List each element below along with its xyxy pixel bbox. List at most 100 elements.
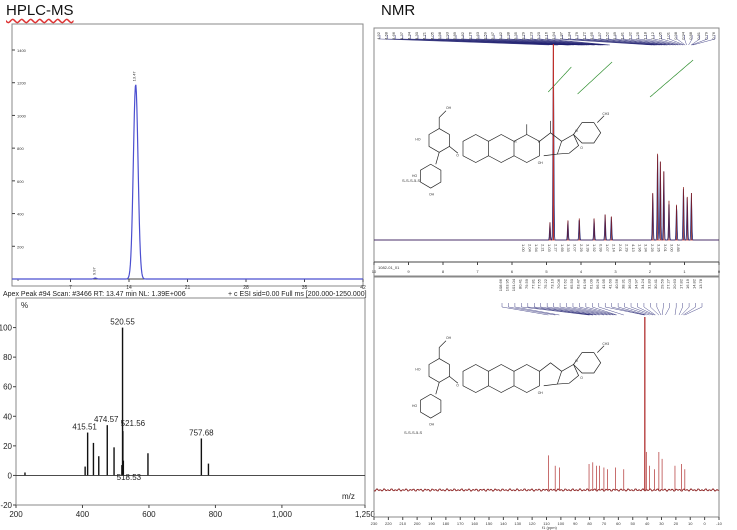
c-x-tick-label: 230 (371, 521, 378, 526)
c-x-tick-label: 30 (659, 521, 664, 526)
hplc-y-tick-label: 1400 (17, 48, 27, 53)
h-peak-connector (494, 35, 600, 46)
c-struct-oh-bottom: OH (429, 423, 435, 427)
h-peak-connector (516, 35, 604, 46)
h-peak-list-label: 1.65 (589, 31, 594, 40)
hplc-trace-line (12, 84, 363, 280)
h-peak-list-label: 3.29 (521, 31, 526, 40)
h-x-tick-label: 5 (545, 269, 548, 274)
ms-y-tick-label: 40 (3, 412, 12, 421)
c-peak-connector (681, 303, 690, 316)
h-peak-connector (463, 35, 588, 46)
ms-x-tick-label: 400 (76, 510, 90, 519)
h-struct-h2: H (538, 140, 541, 144)
c-peak-list-label: 67.62 (563, 278, 568, 289)
ms-header-left: Apex Peak #94 Scan: #3466 RT: 13.47 min … (3, 291, 186, 298)
h-x-tick-label: 4 (580, 269, 583, 274)
h-struct-o1: O (580, 146, 583, 150)
ms-y-tick-label: 20 (3, 442, 12, 451)
h-struct-oh-left: HO (415, 137, 420, 141)
c-peak-list-label: 34.97 (633, 278, 638, 289)
h-trace (374, 43, 719, 241)
h-peak-list-label: 1.25 (635, 31, 640, 40)
h-peak-connector (486, 35, 596, 46)
c-peak-list-label: 34.24 (640, 278, 645, 289)
h-peak-list-label: 4.34 (406, 31, 411, 40)
c-peak-list-label: 16.19 (685, 278, 690, 289)
h-integral-label: 2.21 (540, 244, 545, 253)
sugar-rings (420, 110, 459, 189)
c-peak-connector (553, 303, 600, 316)
c-peak-connector (674, 303, 677, 316)
h-peak-list-label: 3.98 (437, 31, 442, 40)
h-integral-label: 3.01 (663, 244, 668, 253)
h-integral-label: 2.29 (624, 244, 629, 253)
c-x-tick-label: 10 (688, 521, 693, 526)
h-peak-list-label: 1.12 (650, 31, 655, 40)
c-peak-connector (605, 303, 645, 316)
c-x-tick-label: 210 (399, 521, 406, 526)
c-peak-list-label: 101.04 (511, 278, 516, 291)
c-struct-oh-left: HO (415, 367, 420, 371)
mass-spectrum: Apex Peak #94 Scan: #3466 RT: 13.47 min … (0, 291, 376, 519)
c-peak-connector (572, 303, 611, 316)
h-peak-list-label: 4.30 (414, 31, 419, 40)
h-integral-label: 1.92 (592, 244, 597, 253)
c-struct-o2: O (575, 359, 578, 363)
h-peak-list-label: 0.76 (711, 31, 716, 40)
h-peak-connector (661, 35, 683, 46)
h-peak-connector (646, 35, 679, 46)
h-peak-connector (600, 35, 665, 46)
c-x-tick-label: 150 (486, 521, 493, 526)
c-peak-connector (643, 303, 656, 316)
h-peak-connector (379, 35, 550, 46)
h-peak-connector (524, 35, 606, 46)
h-peak-list-label: 0.79 (703, 31, 708, 40)
ms-x-label: m/z (342, 492, 355, 501)
h-struct-oh-bottom: OH (429, 193, 435, 197)
h-peak-list-label: 1.41 (620, 31, 625, 40)
c-peak-list-label: 73.10 (550, 278, 555, 289)
h-peak-list-label: 1.72 (582, 31, 587, 40)
c-peak-connector (546, 303, 597, 316)
c-peak-connector (624, 303, 650, 316)
h-peak-list-label: 0.94 (681, 31, 686, 40)
c-peak-list-label: 41.95 (601, 278, 606, 289)
ms-x-tick-label: 800 (209, 510, 223, 519)
c-peak-list-label: 79.59 (524, 278, 529, 289)
c-peak-list-label: 20.63 (672, 278, 677, 289)
c-peak-connector (650, 303, 660, 316)
h-peak-connector (623, 35, 671, 46)
c-peak-list-label: 77.55 (537, 278, 542, 289)
h-peak-list-label: 3.93 (445, 31, 450, 40)
h-peak-list-label: 3.59 (483, 31, 488, 40)
h-peak-connector (684, 35, 687, 46)
c-x-tick-label: 20 (674, 521, 679, 526)
h-integral-label: 2.25 (650, 244, 655, 253)
c-x-tick-label: 140 (500, 521, 507, 526)
h-peak-list-label: 3.82 (460, 31, 465, 40)
c-x-tick-label: 90 (573, 521, 578, 526)
h-peak-connector (539, 35, 609, 46)
c-peak-list-label: 29.59 (659, 278, 664, 289)
h-x-tick-label: 0 (718, 269, 721, 274)
h-integral-label: 1.69 (560, 244, 565, 253)
h-integral-label: 3.00 (670, 244, 675, 253)
c-x-label: f1 (ppm) (542, 525, 558, 530)
h-peak-connector (547, 35, 611, 46)
h-peak-list-label: 1.94 (551, 31, 556, 40)
h-x-tick-label: 10 (372, 269, 377, 274)
h-integral-label: 1.03 (547, 244, 552, 253)
c-peak-list-label: 31.83 (646, 278, 651, 289)
h-struct-o3: O (456, 154, 459, 158)
c-peak-list-label: 30.41 (653, 278, 658, 289)
hplc-y-tick-label: 600 (17, 179, 24, 184)
ms-y-tick-label: 0 (8, 471, 13, 480)
hplc-ms-heading: HPLC-MS (6, 2, 74, 19)
c-x-tick-label: 120 (529, 521, 536, 526)
h-peak-list-label: 4.92 (376, 31, 381, 40)
h-peak-connector (608, 35, 667, 46)
c-peak-connector (534, 303, 593, 316)
c-x-tick-label: 40 (645, 521, 650, 526)
nmr-13c-spectrum: 108.66 103.95 101.04 80.41 79.59 77.81 77.55 75… (371, 276, 723, 530)
